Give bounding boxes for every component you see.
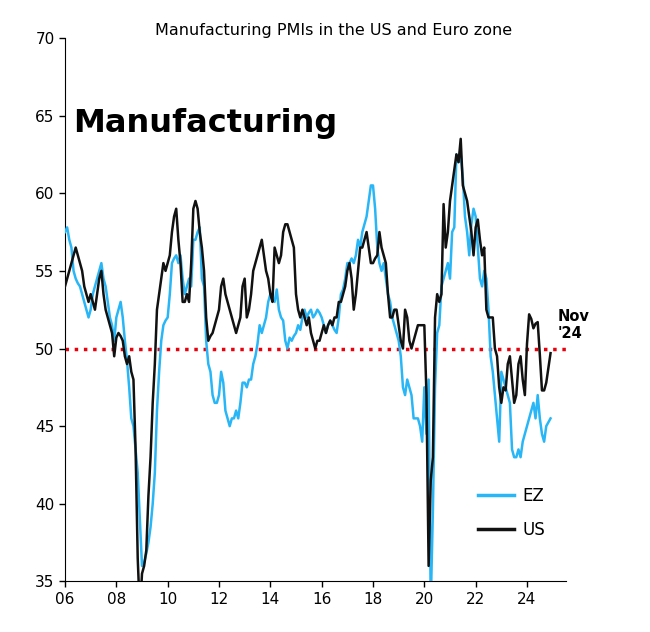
Text: Manufacturing: Manufacturing <box>73 108 337 139</box>
Text: Manufacturing PMIs in the US and Euro zone: Manufacturing PMIs in the US and Euro zo… <box>155 23 512 38</box>
Legend: EZ, US: EZ, US <box>471 480 552 546</box>
Text: Nov
'24: Nov '24 <box>558 309 590 341</box>
